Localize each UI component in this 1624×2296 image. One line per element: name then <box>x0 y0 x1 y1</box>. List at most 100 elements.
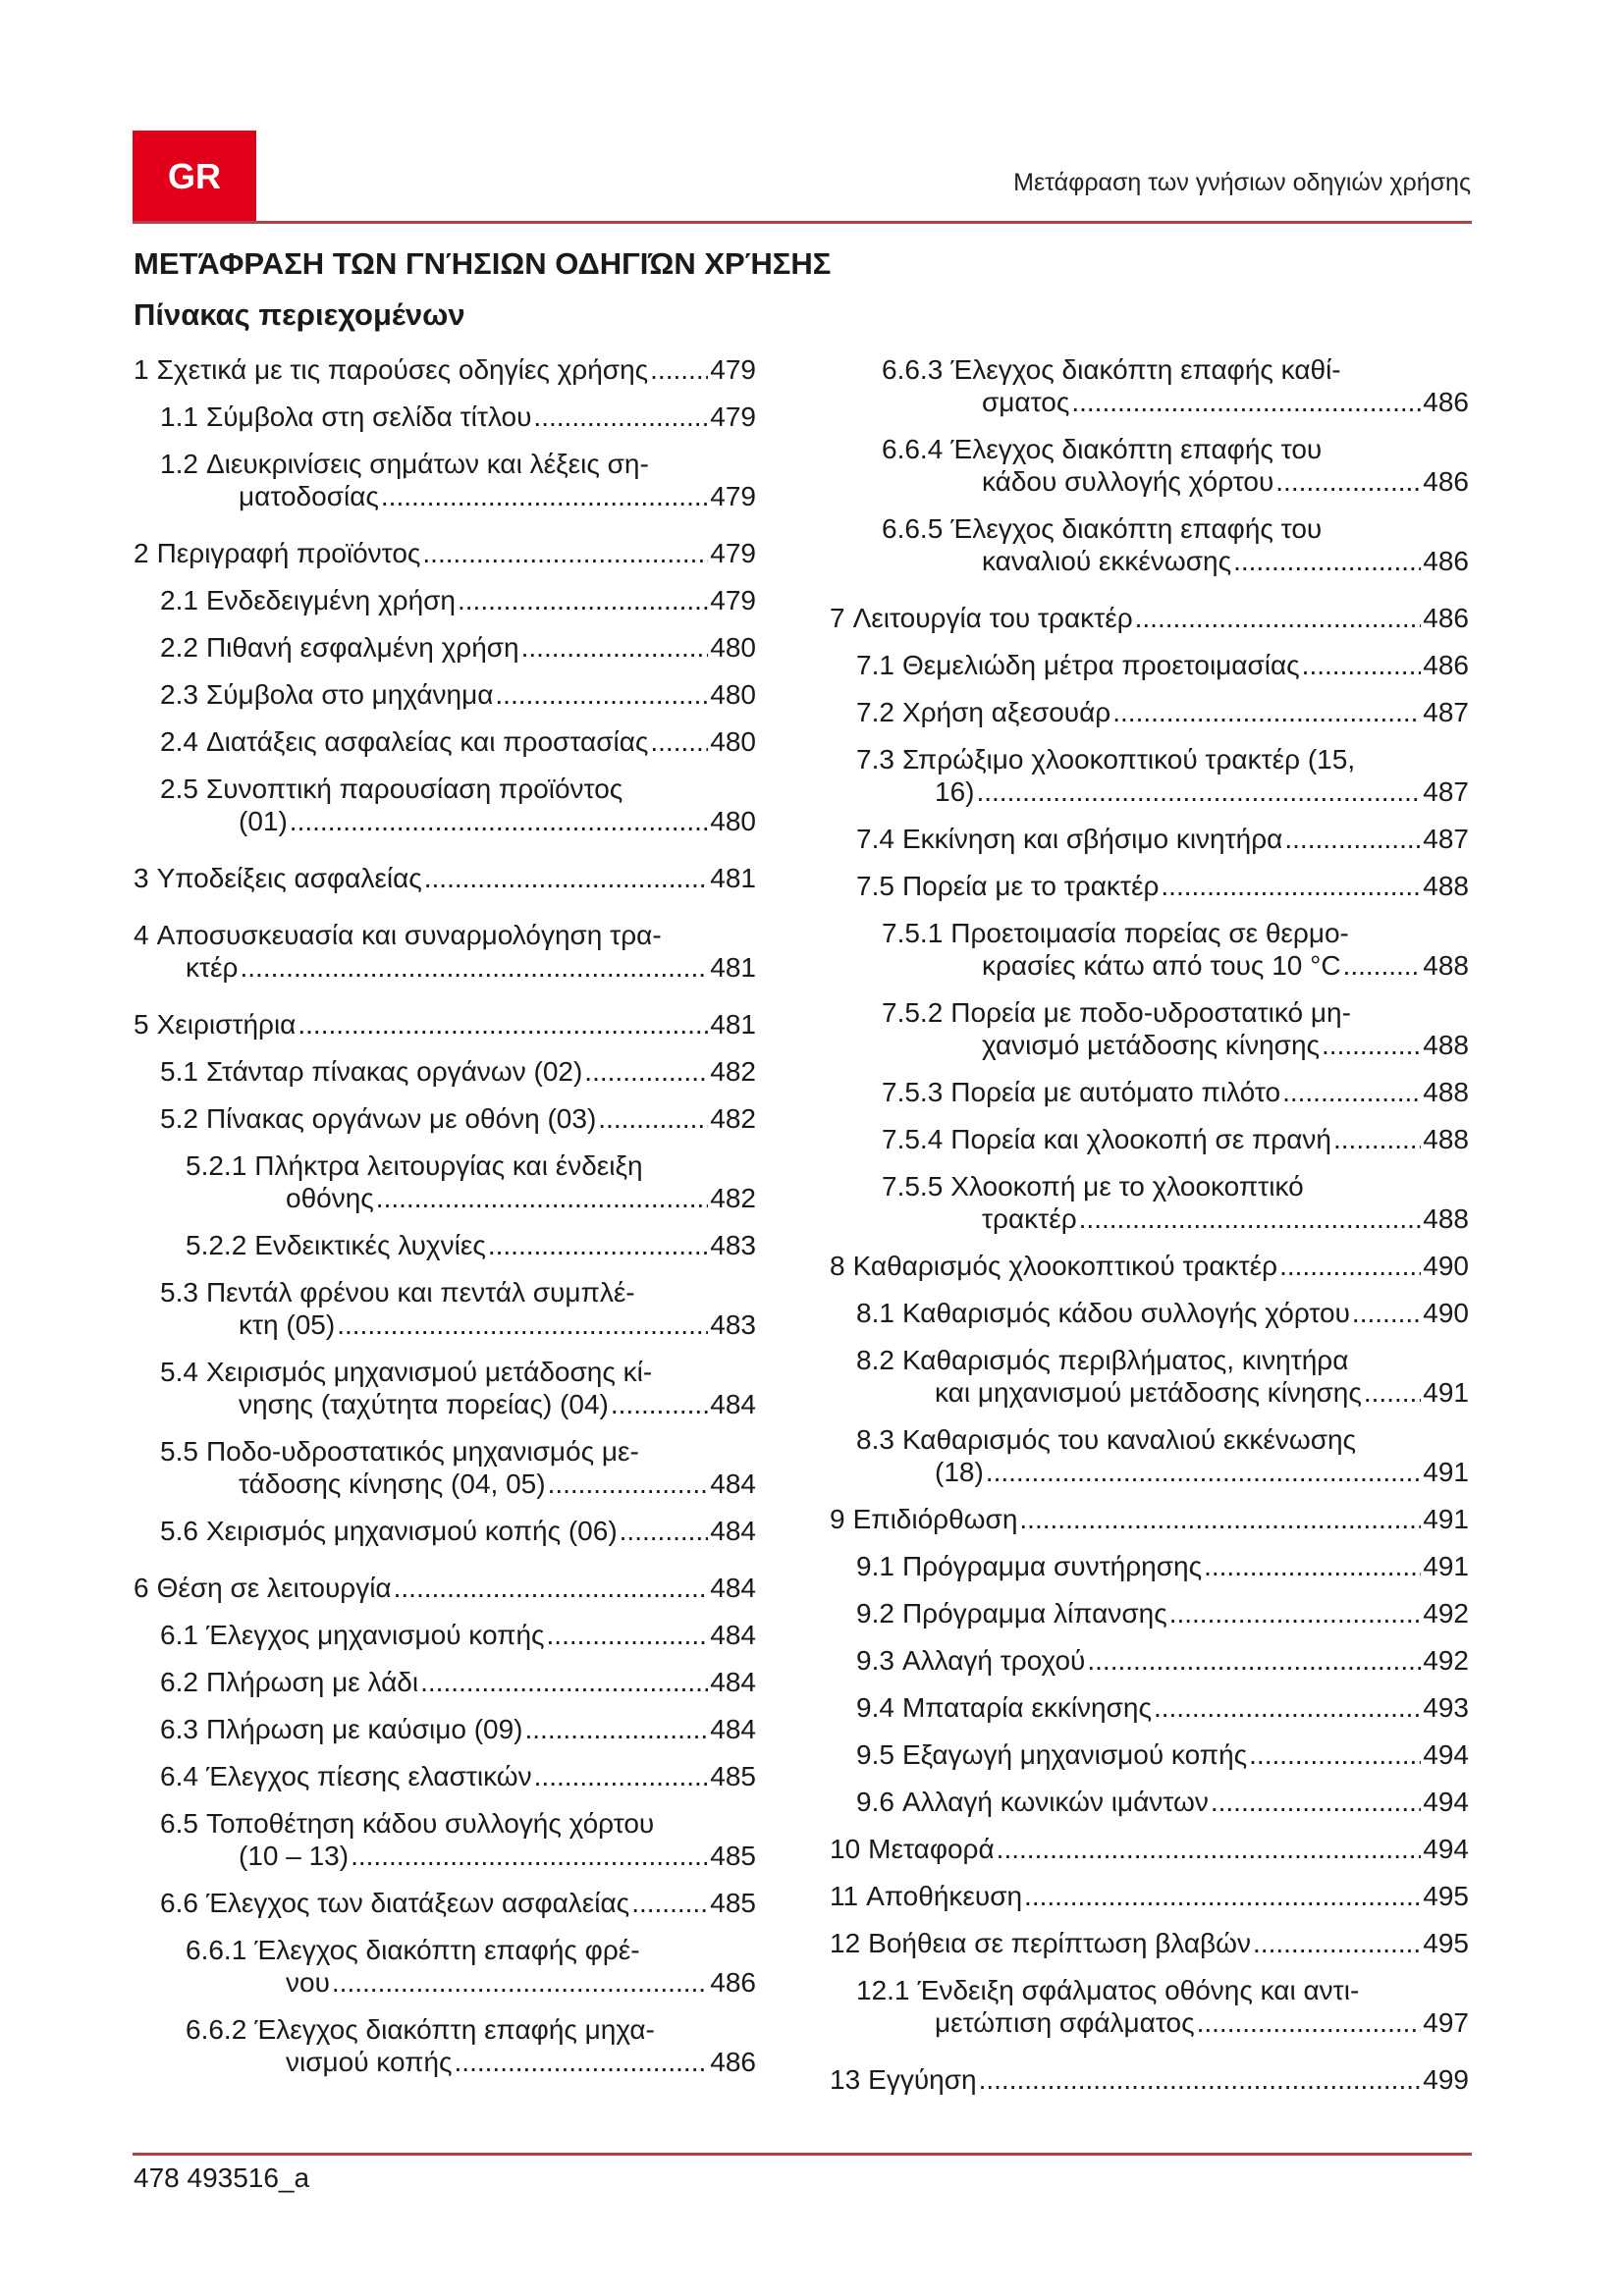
dot-leader <box>1364 1376 1421 1409</box>
page-number: 480 <box>710 679 756 710</box>
section-number: 3 <box>134 863 149 893</box>
toc-entry[interactable]: 5.5 Ποδο-υδροστατικός μηχανισμός με-τάδοσ… <box>134 1435 756 1500</box>
toc-entry[interactable]: 6.6.4 Έλεγχος διακόπτη επαφής του κάδου συ… <box>830 433 1469 498</box>
section-number: 7.5.2 <box>882 997 944 1028</box>
language-badge: GR <box>133 131 256 222</box>
toc-entry[interactable]: 6.6.5 Έλεγχος διακόπτη επαφής του καναλιού… <box>830 512 1469 577</box>
dot-leader <box>1211 1786 1421 1818</box>
running-header: Μετάφραση των γνήσιων οδηγιών χρήσης <box>1013 169 1471 196</box>
dot-leader <box>240 951 708 984</box>
toc-entry-continuation-line: (01) 480 <box>134 805 756 837</box>
toc-entry[interactable]: 6.5 Τοποθέτηση κάδου συλλογής χόρτου (10 –… <box>134 1807 756 1872</box>
toc-entry[interactable]: 7.5.1 Προετοιμασία πορείας σε θερμο-κρασί… <box>830 917 1469 982</box>
toc-entry-continuation-line: κάδου συλλογής χόρτου 486 <box>830 465 1469 498</box>
section-title: Αλλαγή κωνικών ιμάντων <box>901 1787 1209 1817</box>
section-title: Πίνακας οργάνων με οθόνη (03) <box>205 1103 597 1134</box>
page-number: 491 <box>1423 1457 1469 1487</box>
toc-entry[interactable]: 7.5.2 Πορεία με ποδο-υδροστατικό μη-χανισ… <box>830 996 1469 1061</box>
section-title: Αποθήκευση <box>866 1881 1023 1911</box>
section-title: Καθαρισμός κάδου συλλογής χόρτου <box>901 1298 1350 1328</box>
section-number: 9.1 <box>856 1551 894 1581</box>
toc-entry[interactable]: 5.4 Χειρισμός μηχανισμού μετάδοσης κί-νησ… <box>134 1356 756 1420</box>
section-title: Πορεία με ποδο-υδροστατικό μη- <box>950 997 1351 1028</box>
toc-entry[interactable]: 8.3 Καθαρισμός του καναλιού εκκένωσης (18)… <box>830 1423 1469 1488</box>
section-number: 7.5 <box>856 871 894 901</box>
section-title: Χειριστήρια <box>156 1009 297 1040</box>
section-title: Προετοιμασία πορείας σε θερμο- <box>950 918 1349 948</box>
section-number: 9.2 <box>856 1598 894 1629</box>
toc-entry[interactable]: 4 Αποσυσκευασία και συναρμολόγηση τρα-κτέ… <box>134 919 756 984</box>
section-number: 2.4 <box>160 726 198 757</box>
toc-entry[interactable]: 5.3 Πεντάλ φρένου και πεντάλ συμπλέ-κτη (… <box>134 1276 756 1341</box>
section-number: 11 <box>830 1881 859 1911</box>
toc-entry[interactable]: 5.2.1 Πλήκτρα λειτουργίας και ένδειξη οθόν… <box>134 1149 756 1214</box>
section-title: σματος <box>982 387 1070 417</box>
page-number: 485 <box>710 1761 756 1791</box>
section-title: Έλεγχος μηχανισμού κοπής <box>205 1620 545 1650</box>
toc-entry[interactable]: 12.1 Ένδειξη σφάλματος οθόνης και αντι-με… <box>830 1974 1469 2039</box>
dot-leader <box>524 1713 708 1745</box>
section-number: 9.5 <box>856 1739 894 1770</box>
dot-leader <box>1169 1597 1422 1629</box>
section-title: Έλεγχος των διατάξεων ασφαλείας <box>205 1888 630 1918</box>
dot-leader <box>1282 1076 1421 1108</box>
section-title: Σύμβολα στο μηχάνημα <box>205 679 494 710</box>
toc-entry[interactable]: 7.3 Σπρώξιμο χλοοκοπτικού τρακτέρ (15, 16)… <box>830 743 1469 808</box>
dot-leader <box>351 1840 708 1872</box>
toc-entry[interactable]: 6.6.3 Έλεγχος διακόπτη επαφής καθί-σματος… <box>830 353 1469 418</box>
toc-entry[interactable]: 8.2 Καθαρισμός περιβλήματος, κινητήρα και … <box>830 1344 1469 1409</box>
dot-leader <box>422 537 708 569</box>
toc-entry[interactable]: 1.2 Διευκρινίσεις σημάτων και λέξεις ση-μ… <box>134 448 756 512</box>
toc-entry[interactable]: 6.6.2 Έλεγχος διακόπτη επαφής μηχα-νισμού… <box>134 2013 756 2078</box>
page-number: 488 <box>1423 1077 1469 1107</box>
